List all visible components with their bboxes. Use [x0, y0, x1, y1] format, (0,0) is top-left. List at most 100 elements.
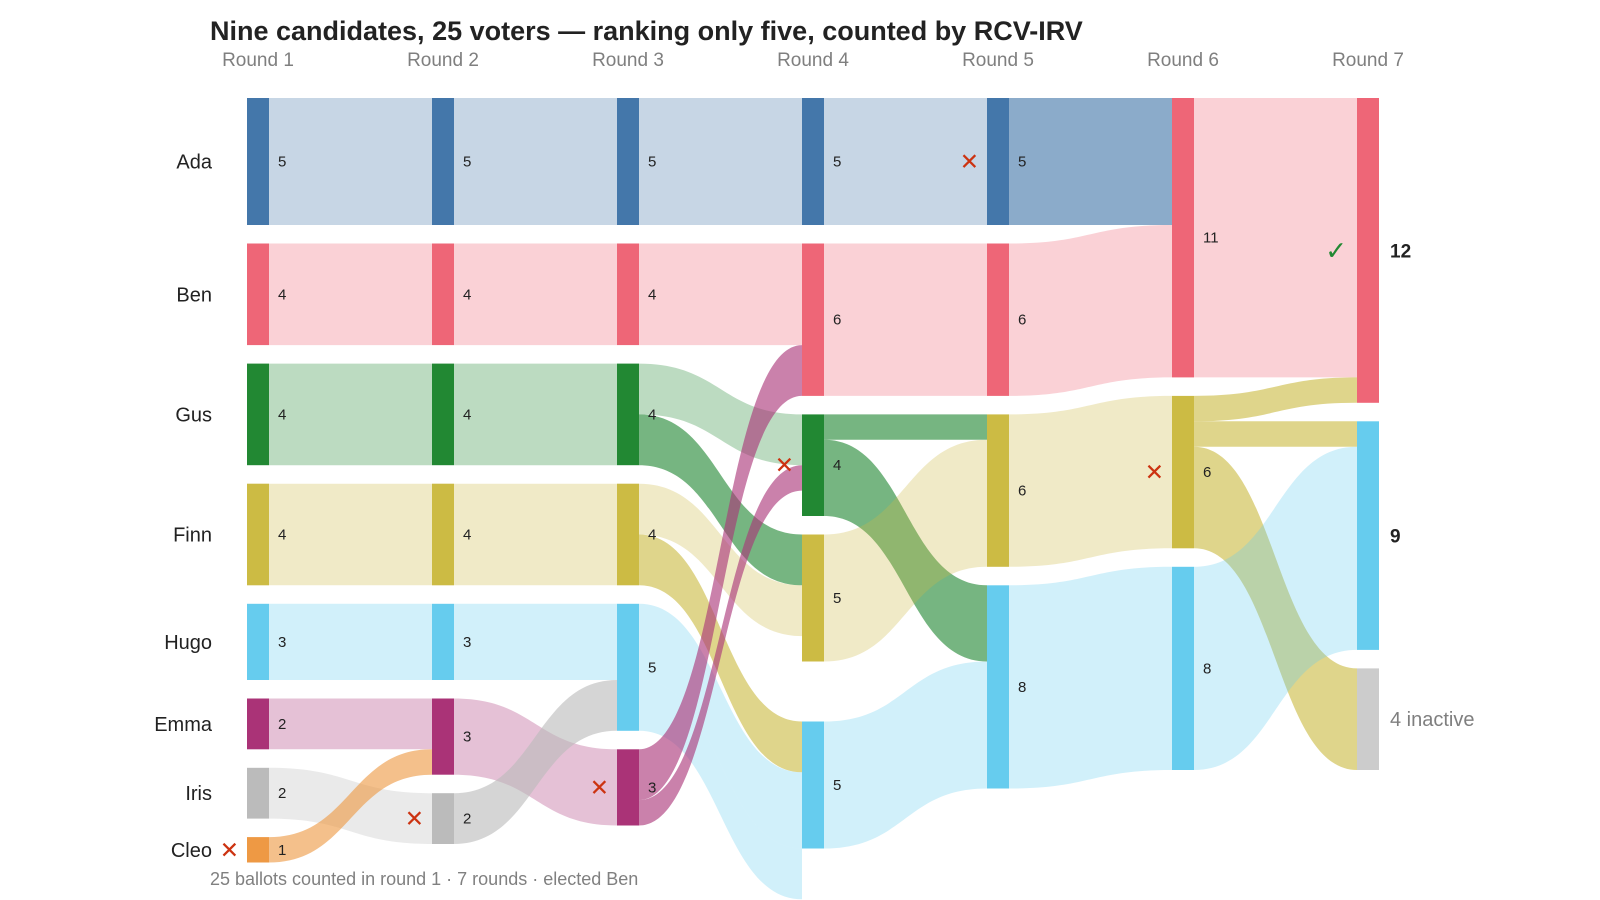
count-r3-ada: 5 [648, 154, 656, 171]
flow-r3-gus-to-gus [639, 363, 802, 466]
bar-r3-finn [617, 483, 639, 586]
bar-r3-emma [617, 749, 639, 826]
bar-r1-iris [247, 767, 269, 819]
bar-r4-gus [802, 414, 824, 516]
count-r1-ada: 5 [278, 154, 286, 171]
count-r4-gus: 4 [833, 457, 841, 474]
count-r4-ben: 6 [833, 312, 841, 329]
flow-r4-gus-to-hugo [824, 439, 987, 662]
flow-r6-hugo-to-hugo [1194, 446, 1357, 770]
bar-r2-gus [432, 363, 454, 466]
bar-r6-finn [1172, 395, 1194, 549]
count-r5-ada: 5 [1018, 154, 1026, 171]
round-label-2: Round 2 [407, 50, 479, 71]
count-r2-ada: 5 [463, 154, 471, 171]
flow-r5-finn-to-finn [1009, 395, 1172, 567]
candidate-label-finn: Finn [173, 525, 212, 547]
flow-r3-gus-to-finn [639, 414, 802, 586]
count-r2-gus: 4 [463, 406, 471, 423]
flow-r2-ben-to-ben [454, 243, 617, 346]
count-r6-ben: 11 [1203, 230, 1219, 247]
label-layer: 5 4 4 4 3 2 2 1 5 4 4 4 3 3 2 5 4 4 4 5 3 5 6 4 5 5 5 6 6 8 11 6 8 Round … [154, 50, 1474, 863]
count-r1-iris: 2 [278, 785, 286, 802]
round-label-7: Round 7 [1332, 50, 1404, 71]
count-r5-ben: 6 [1018, 312, 1026, 329]
eliminated-mark-r3-emma: ✕ [590, 774, 609, 800]
bar-r2-finn [432, 483, 454, 586]
count-r5-finn: 6 [1018, 483, 1026, 500]
count-r1-finn: 4 [278, 527, 286, 544]
count-r1-hugo: 3 [278, 634, 286, 651]
count-r3-gus: 4 [648, 406, 656, 423]
round-label-4: Round 4 [777, 50, 849, 71]
flow-r4-hugo-to-hugo [824, 661, 987, 849]
flow-layer [269, 98, 1357, 900]
candidate-label-gus: Gus [175, 404, 212, 426]
flow-r1-emma-to-emma [269, 698, 432, 750]
count-r4-finn: 5 [833, 590, 841, 607]
final-label-hugo: 9 [1390, 527, 1401, 548]
bar-r1-hugo [247, 603, 269, 680]
count-r2-emma: 3 [463, 729, 471, 746]
eliminated-mark-r2-iris: ✕ [405, 806, 424, 832]
flow-r4-finn-to-finn [824, 439, 987, 662]
count-r6-finn: 6 [1203, 464, 1211, 481]
bar-r6-hugo [1172, 566, 1194, 770]
round-label-3: Round 3 [592, 50, 664, 71]
bar-r1-gus [247, 363, 269, 466]
count-r1-emma: 2 [278, 716, 286, 733]
final-label-inactive: 4 inactive [1390, 709, 1475, 731]
bar-r7-inactive [1357, 668, 1379, 770]
bar-r2-iris [432, 793, 454, 844]
flow-r2-ada-to-ada [454, 98, 617, 225]
flow-r4-ben-to-ben [824, 243, 987, 396]
flow-r5-ben-to-ben [1009, 225, 1172, 396]
flow-r1-ada-to-ada [269, 98, 432, 225]
bar-r1-ben [247, 243, 269, 346]
flow-r3-emma-to-gus [639, 465, 802, 826]
count-r4-ada: 5 [833, 154, 841, 171]
chart-footer: 25 ballots counted in round 1 · 7 rounds… [210, 869, 639, 889]
flow-r1-ben-to-ben [269, 243, 432, 346]
flow-r4-gus-to-finn [824, 414, 987, 440]
bar-r3-gus [617, 363, 639, 466]
count-r5-hugo: 8 [1018, 679, 1026, 696]
flow-r2-gus-to-gus [454, 363, 617, 466]
bar-r3-ben [617, 243, 639, 346]
count-r6-hugo: 8 [1203, 660, 1211, 677]
candidate-label-cleo: Cleo [171, 840, 212, 862]
flow-r4-ada-to-ada [824, 98, 987, 225]
candidate-label-ben: Ben [176, 284, 212, 306]
flow-r3-hugo-to-hugo [639, 603, 802, 849]
flow-r3-emma-to-ben [639, 345, 802, 801]
flow-r5-ada-to-ben [1009, 98, 1172, 225]
eliminated-mark-r1-cleo: ✕ [220, 837, 239, 863]
bar-r1-ada [247, 98, 269, 225]
bar-r7-ben [1357, 98, 1379, 403]
flow-r3-ada-to-ada [639, 98, 802, 225]
bar-r1-emma [247, 698, 269, 750]
candidate-label-iris: Iris [185, 783, 212, 805]
bar-r4-ada [802, 98, 824, 225]
count-r2-iris: 2 [463, 811, 471, 828]
count-r2-finn: 4 [463, 527, 471, 544]
count-r3-finn: 4 [648, 527, 656, 544]
count-r3-hugo: 5 [648, 659, 656, 676]
round-label-6: Round 6 [1147, 50, 1219, 71]
bar-r5-hugo [987, 585, 1009, 789]
elected-mark-ben: ✓ [1325, 235, 1347, 265]
bar-r2-ben [432, 243, 454, 346]
count-r1-ben: 4 [278, 286, 286, 303]
flow-r1-cleo-to-emma [269, 749, 432, 863]
flow-r6-ben-to-ben [1194, 98, 1357, 378]
node-layer [247, 98, 1379, 863]
bar-r4-ben [802, 243, 824, 396]
count-r1-gus: 4 [278, 406, 286, 423]
count-r3-ben: 4 [648, 286, 656, 303]
candidate-label-emma: Emma [154, 714, 213, 736]
flow-r3-ben-to-ben [639, 243, 802, 346]
bar-r3-hugo [617, 603, 639, 731]
bar-r1-finn [247, 483, 269, 586]
chart-title: Nine candidates, 25 voters — ranking onl… [210, 16, 1083, 46]
